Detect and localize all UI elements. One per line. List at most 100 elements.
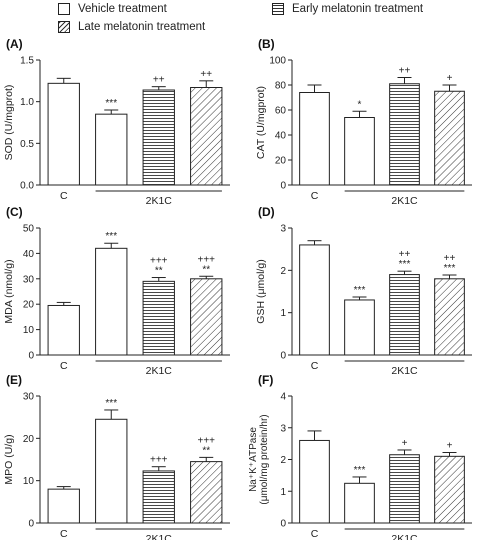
- y-tick-label: 0: [280, 519, 286, 530]
- y-tick-label: 3: [280, 423, 286, 434]
- bar-1: [299, 244, 330, 356]
- y-tick-label: 20: [23, 300, 35, 311]
- y-tick-label: 1.0: [20, 97, 34, 108]
- y-tick-label: 40: [275, 131, 287, 142]
- y-axis-label-units: (μmol/mg protein/hr): [259, 414, 270, 504]
- panel-label: (A): [6, 37, 23, 51]
- y-tick-label: 1.5: [20, 56, 34, 67]
- y-tick-label: 2: [280, 455, 286, 466]
- y-tick-label: 4: [280, 392, 286, 403]
- y-tick-label: 0: [28, 351, 34, 362]
- significance-label: +++: [150, 256, 168, 267]
- significance-label: +++: [197, 254, 215, 265]
- y-tick-label: 30: [23, 274, 35, 285]
- bar-4: [434, 90, 465, 186]
- legend-item-late: Late melatonin treatment: [58, 21, 205, 33]
- significance-label: +++: [150, 455, 168, 466]
- legend-swatch-vehicle: [58, 3, 70, 15]
- y-tick-label: 10: [23, 325, 35, 336]
- y-tick-label: 0: [280, 181, 286, 192]
- bar-3: [142, 89, 175, 186]
- significance-label: ***: [354, 465, 366, 476]
- significance-label: ***: [354, 285, 366, 296]
- x-label-group: 2K1C: [391, 533, 418, 540]
- y-axis-label: MDA (nmol/g): [3, 259, 15, 323]
- significance-label: ++: [399, 249, 411, 260]
- y-tick-label: 0: [280, 351, 286, 362]
- x-label-control: C: [311, 528, 319, 540]
- legend-label-vehicle: Vehicle treatment: [78, 3, 167, 15]
- legend-swatch-early: [272, 3, 284, 15]
- x-label-group: 2K1C: [146, 533, 173, 540]
- y-tick-label: 60: [275, 106, 287, 117]
- significance-label: ***: [105, 231, 117, 242]
- significance-label: **: [202, 445, 210, 456]
- y-tick-label: 20: [23, 434, 35, 445]
- bar-3: [142, 470, 175, 524]
- bar-4: [190, 87, 223, 186]
- legend-label-late: Late melatonin treatment: [78, 21, 206, 33]
- y-tick-label: 0.0: [20, 181, 34, 192]
- y-tick-label: 30: [23, 392, 35, 403]
- bar-2: [95, 113, 128, 186]
- x-label-group: 2K1C: [391, 365, 418, 377]
- bar-4: [434, 278, 465, 356]
- y-tick-label: 1: [280, 487, 286, 498]
- panel-label: (F): [258, 373, 273, 387]
- bar-1: [47, 488, 80, 524]
- x-label-control: C: [60, 190, 68, 202]
- bar-2: [344, 482, 375, 524]
- significance-label: ***: [105, 98, 117, 109]
- y-axis-label: CAT (U/mgprot): [255, 86, 267, 159]
- legend-item-early: Early melatonin treatment: [272, 3, 423, 15]
- legend-label-early: Early melatonin treatment: [292, 3, 424, 15]
- significance-label: ++: [399, 66, 411, 77]
- y-tick-label: 1: [280, 308, 286, 319]
- bar-3: [142, 280, 175, 356]
- y-tick-label: 0: [28, 519, 34, 530]
- bar-3: [389, 454, 420, 524]
- bar-1: [299, 92, 330, 186]
- bar-2: [95, 247, 128, 356]
- significance-label: ***: [399, 259, 411, 270]
- significance-label: +: [447, 73, 453, 84]
- x-label-control: C: [60, 528, 68, 540]
- panel-label: (E): [6, 373, 22, 387]
- legend: Vehicle treatment Early melatonin treatm…: [0, 0, 480, 40]
- significance-label: **: [155, 266, 163, 277]
- bar-3: [389, 83, 420, 186]
- y-tick-label: 2: [280, 266, 286, 277]
- bar-1: [47, 82, 80, 186]
- significance-label: ++: [153, 75, 165, 86]
- significance-label: **: [202, 264, 210, 275]
- bar-2: [95, 418, 128, 524]
- y-axis-label: SOD (U/mgprot): [3, 85, 15, 161]
- x-label-group: 2K1C: [146, 365, 173, 377]
- y-tick-label: 10: [23, 476, 35, 487]
- significance-label: +: [447, 441, 453, 452]
- bar-4: [434, 455, 465, 524]
- chart-panel-1: (A) 0.0 0.5 1.0 1.5 SOD (U/mgprot) *** ++ ++ C 2K1…: [3, 37, 230, 207]
- y-axis-label: MPO (U/g): [3, 434, 15, 484]
- panel-label: (B): [258, 37, 275, 51]
- significance-label: ++: [444, 253, 456, 264]
- y-tick-label: 100: [269, 56, 286, 67]
- y-tick-label: 50: [23, 224, 35, 235]
- y-tick-label: 80: [275, 81, 287, 92]
- y-tick-label: 20: [275, 156, 287, 167]
- y-tick-label: 3: [280, 224, 286, 235]
- panel-label: (C): [6, 205, 23, 219]
- x-label-control: C: [60, 360, 68, 372]
- y-tick-label: 0.5: [20, 139, 34, 150]
- bar-2: [344, 117, 375, 186]
- significance-label: ++: [200, 69, 212, 80]
- y-axis-label: GSH (μmol/g): [255, 259, 267, 323]
- x-label-group: 2K1C: [146, 195, 173, 207]
- bar-3: [389, 274, 420, 356]
- x-label-control: C: [311, 360, 319, 372]
